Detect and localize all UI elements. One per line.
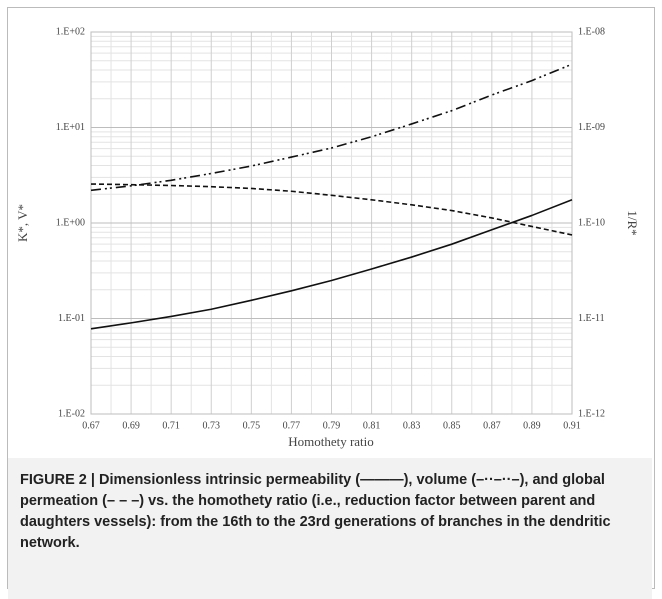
- x-tick-label: 0.67: [82, 420, 100, 431]
- x-tick-label: 0.79: [323, 420, 341, 431]
- x-tick-label: 0.69: [122, 420, 140, 431]
- x-tick-label: 0.87: [483, 420, 501, 431]
- x-tick-label: 0.89: [523, 420, 541, 431]
- y-tick-label: 1.E+00: [56, 217, 85, 228]
- y2-tick-label: 1.E-08: [578, 26, 605, 37]
- y-axis-title: K*, V*: [15, 204, 30, 242]
- x-tick-label: 0.77: [283, 420, 301, 431]
- plot-frame: [90, 31, 573, 415]
- y-tick-label: 1.E+02: [56, 26, 85, 37]
- y2-tick-label: 1.E-12: [578, 408, 605, 419]
- y2-tick-label: 1.E-09: [578, 122, 605, 133]
- series-line: [90, 183, 573, 236]
- y2-tick-label: 1.E-11: [578, 313, 605, 324]
- y-tick-label: 1.E-02: [58, 408, 85, 419]
- series-line: [90, 199, 573, 330]
- y-tick-label: 1.E+01: [56, 122, 85, 133]
- x-tick-label: 0.83: [403, 420, 421, 431]
- x-axis-title: Homothety ratio: [288, 434, 374, 449]
- x-tick-label: 0.85: [443, 420, 461, 431]
- y2-axis-title: 1/R*: [625, 210, 640, 235]
- x-tick-label: 0.91: [563, 420, 581, 431]
- series-line: [90, 63, 573, 192]
- x-tick-label: 0.81: [363, 420, 381, 431]
- x-tick-label: 0.75: [243, 420, 261, 431]
- x-tick-label: 0.71: [162, 420, 180, 431]
- caption: FIGURE 2 | Dimensionless intrinsic perme…: [8, 458, 652, 599]
- y-tick-label: 1.E-01: [58, 313, 85, 324]
- y2-tick-label: 1.E-10: [578, 217, 605, 228]
- chart: Homothety ratio K*, V* 1/R* 0.67 0.69 0.71…: [15, 26, 640, 449]
- x-tick-label: 0.73: [203, 420, 221, 431]
